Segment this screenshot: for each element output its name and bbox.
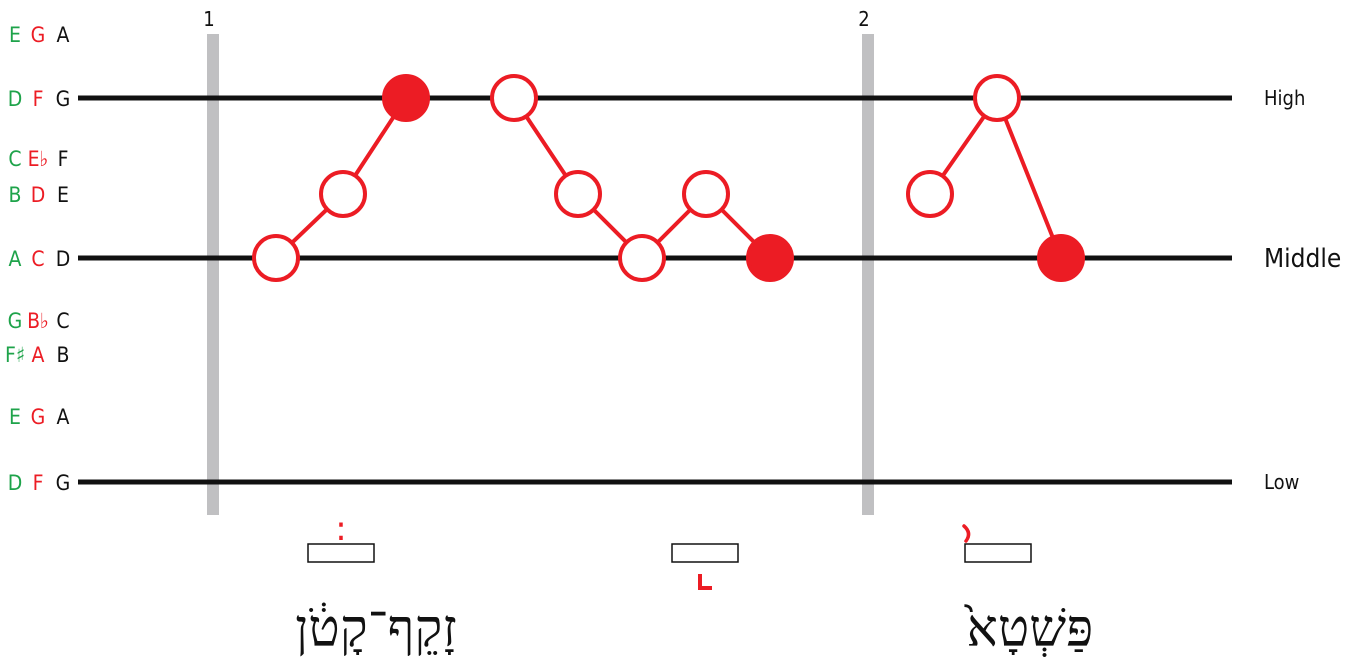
zaqef-qatan-mark: : — [335, 509, 346, 549]
pitch-black: G — [56, 87, 71, 111]
pitch-red: D — [31, 183, 46, 207]
measure-number: 2 — [858, 7, 869, 31]
pitch-black: D — [56, 247, 71, 271]
pitch-red: G — [31, 23, 46, 47]
pitch-red: F — [33, 87, 44, 111]
pitch-red: G — [31, 405, 46, 429]
pitch-green: F♯ — [5, 343, 25, 367]
word-placeholder-box — [307, 543, 375, 563]
level-label: Middle — [1264, 244, 1341, 274]
pitch-red: E♭ — [28, 147, 49, 171]
pitch-black: C — [56, 309, 69, 333]
pitch-green: C — [8, 147, 21, 171]
level-labels: High Middle Low — [1264, 86, 1341, 494]
pitch-black: F — [58, 147, 69, 171]
note-open — [554, 170, 602, 218]
word-placeholder-box — [964, 543, 1032, 563]
note-open — [682, 170, 730, 218]
pitch-labels: E G AD F GC E♭ FB D EA C DG B♭ CF♯ A BE G AD F G — [5, 23, 70, 495]
hebrew-words: זָקֵף־קָטֹ֔ן פַּשְׁטָא֙ — [295, 599, 1093, 659]
pitch-black: A — [57, 405, 70, 429]
pitch-black: E — [57, 183, 69, 207]
pitch-green: E — [9, 405, 21, 429]
note-open — [906, 170, 954, 218]
note-open — [973, 74, 1021, 122]
pitch-red: A — [32, 343, 45, 367]
measure-bar — [207, 34, 219, 515]
pitch-green: D — [8, 87, 23, 111]
hebrew-word: זָקֵף־קָטֹ֔ן — [295, 599, 457, 659]
note-open — [618, 234, 666, 282]
melody-contour — [252, 74, 1085, 282]
pitch-green: E — [9, 23, 21, 47]
note-filled — [1037, 234, 1085, 282]
note-open — [490, 74, 538, 122]
pashta-mark — [962, 524, 971, 543]
pitch-green: B — [9, 183, 22, 207]
word-placeholder-box — [671, 543, 739, 563]
measure-number: 1 — [203, 7, 214, 31]
mahpakh-mark — [698, 574, 712, 590]
pitch-black: A — [57, 23, 70, 47]
level-label: Low — [1264, 470, 1299, 494]
pitch-red: C — [31, 247, 44, 271]
note-open — [252, 234, 300, 282]
note-open — [319, 170, 367, 218]
pitch-green: D — [8, 471, 23, 495]
note-filled — [746, 234, 794, 282]
accent-marks: : — [307, 509, 1032, 590]
pitch-black: B — [57, 343, 70, 367]
pitch-red: F — [33, 471, 44, 495]
hebrew-word: פַּשְׁטָא֙ — [964, 599, 1094, 659]
melody-line — [928, 96, 1063, 259]
pitch-green: A — [9, 247, 22, 271]
staff-lines — [78, 95, 1232, 485]
measure-bar — [862, 34, 874, 515]
level-label: High — [1264, 86, 1305, 110]
pitch-black: G — [56, 471, 71, 495]
pitch-red: B♭ — [27, 309, 49, 333]
pitch-green: G — [8, 309, 23, 333]
note-filled — [382, 74, 430, 122]
